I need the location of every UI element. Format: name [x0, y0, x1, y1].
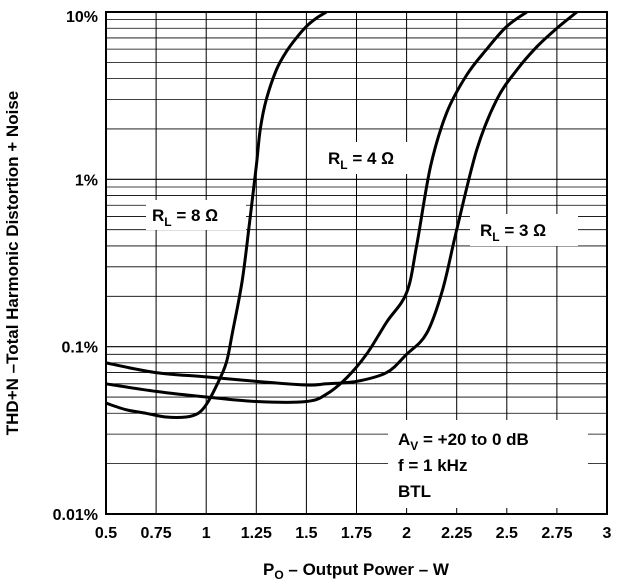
- x-axis-title-main: P: [263, 560, 274, 579]
- x-tick-label-1: 0.75: [141, 525, 172, 542]
- x-axis-title-sub: O: [274, 568, 283, 582]
- x-tick-label-3: 1.25: [241, 525, 272, 542]
- label-3-ohm: RL = 3 Ω: [470, 214, 578, 246]
- condition-gain-main: A: [398, 430, 410, 449]
- x-tick-label-0: 0.5: [95, 525, 117, 542]
- x-tick-label-5: 1.75: [341, 525, 372, 542]
- x-tick-label-10: 3: [603, 525, 612, 542]
- label-3-ohm-rest: = 3 Ω: [500, 221, 547, 240]
- y-tick-label-0: 10%: [66, 9, 98, 26]
- x-tick-labels: 0.5 0.75 1 1.25 1.5 1.75 2 2.25 2.5 2.75 3: [95, 525, 612, 542]
- label-3-ohm-main: R: [480, 221, 492, 240]
- label-4-ohm-main: R: [328, 149, 340, 168]
- y-tick-label-3: 0.01%: [53, 507, 98, 524]
- label-8-ohm-sub: L: [164, 215, 171, 229]
- condition-gain: AV = +20 to 0 dB: [398, 430, 529, 453]
- label-4-ohm-rest: = 4 Ω: [348, 149, 395, 168]
- label-8-ohm-text: RL = 8 Ω: [152, 206, 218, 229]
- series-line-2: [105, 10, 578, 387]
- label-8-ohm-bg: [146, 200, 246, 230]
- label-4-ohm-text: RL = 4 Ω: [328, 149, 394, 172]
- label-4-ohm: RL = 4 Ω: [320, 142, 424, 174]
- x-axis-title-rest: – Output Power – W: [284, 560, 450, 579]
- label-8-ohm-rest: = 8 Ω: [172, 206, 219, 225]
- y-axis-title: THD+N –Total Harmonic Distortion + Noise: [3, 91, 22, 435]
- x-tick-label-9: 2.75: [541, 525, 572, 542]
- y-tick-labels: 10% 1% 0.1% 0.01%: [53, 9, 98, 524]
- condition-gain-sub: V: [410, 439, 418, 453]
- label-3-ohm-sub: L: [492, 230, 499, 244]
- x-axis-title: PO – Output Power – W: [263, 560, 450, 582]
- label-3-ohm-text: RL = 3 Ω: [480, 221, 546, 244]
- test-conditions-bg: [388, 420, 588, 508]
- test-conditions: AV = +20 to 0 dB f = 1 kHz BTL: [388, 420, 588, 508]
- condition-frequency: f = 1 kHz: [398, 456, 467, 475]
- label-4-ohm-sub: L: [340, 158, 347, 172]
- y-tick-label-2: 0.1%: [62, 340, 98, 357]
- label-8-ohm: RL = 8 Ω: [146, 200, 246, 230]
- x-tick-label-6: 2: [402, 525, 411, 542]
- x-tick-label-8: 2.5: [496, 525, 518, 542]
- x-tick-label-2: 1: [202, 525, 211, 542]
- series-lines: [105, 10, 578, 419]
- label-8-ohm-main: R: [152, 206, 164, 225]
- condition-mode: BTL: [398, 482, 431, 501]
- plot-frame: [105, 11, 608, 515]
- series-line-0: [105, 10, 328, 419]
- y-tick-label-1: 1%: [75, 172, 98, 189]
- label-4-ohm-bg: [320, 142, 424, 174]
- condition-gain-rest: = +20 to 0 dB: [418, 430, 529, 449]
- x-tick-label-4: 1.5: [295, 525, 317, 542]
- x-tick-label-7: 2.25: [441, 525, 472, 542]
- label-3-ohm-bg: [470, 214, 578, 246]
- series-line-1: [105, 10, 528, 404]
